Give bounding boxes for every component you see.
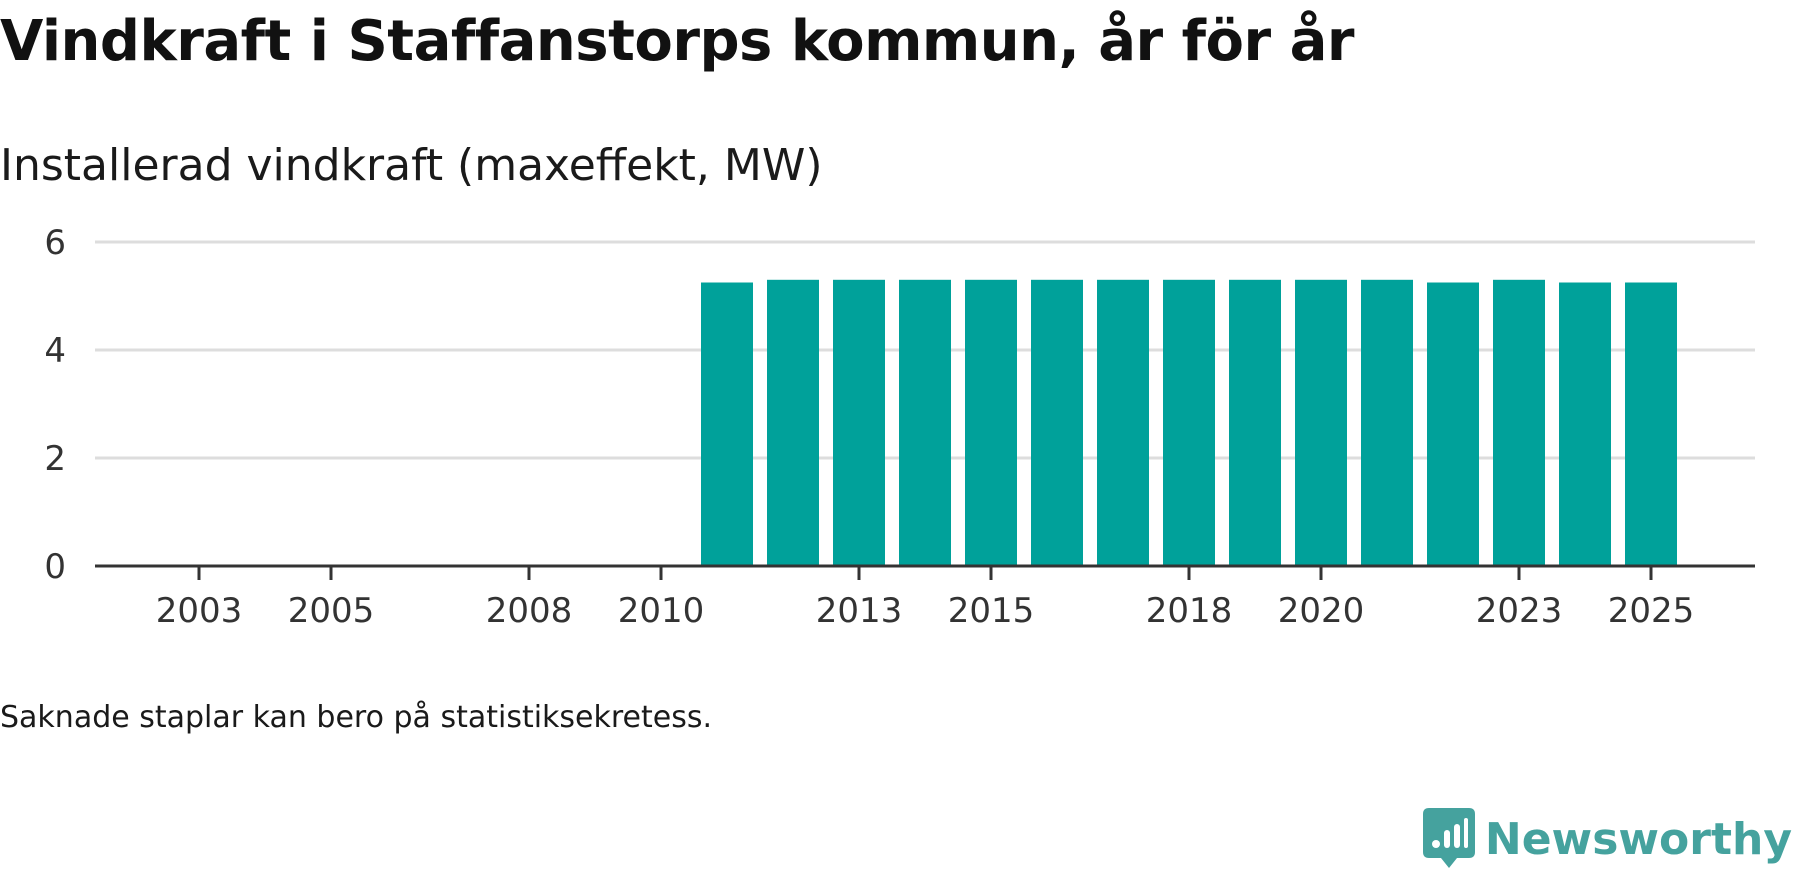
bar-2021 bbox=[1361, 279, 1413, 566]
y-tick-label: 0 bbox=[44, 547, 66, 587]
bar-2012 bbox=[767, 279, 819, 566]
newsworthy-logo-icon bbox=[1422, 808, 1475, 868]
bar-2017 bbox=[1097, 279, 1149, 566]
x-tick-label: 2010 bbox=[618, 591, 705, 631]
y-tick-label: 4 bbox=[44, 331, 66, 371]
y-tick-label: 6 bbox=[44, 223, 66, 263]
bar-chart: 0 2 4 6 2003 2005 2008 2010 2013 2015 2018 2020 202… bbox=[44, 223, 1755, 631]
bar-2013 bbox=[833, 279, 885, 566]
x-axis: 2003 2005 2008 2010 2013 2015 2018 2020 2023 2025 bbox=[95, 564, 1755, 631]
x-tick-label: 2003 bbox=[156, 591, 243, 631]
x-tick-label: 2008 bbox=[486, 591, 573, 631]
bar-2024 bbox=[1559, 282, 1611, 566]
newsworthy-logo-text: Newsworthy bbox=[1484, 813, 1792, 865]
x-tick-label: 2018 bbox=[1146, 591, 1233, 631]
y-tick-label: 2 bbox=[44, 439, 66, 479]
x-tick-label: 2020 bbox=[1278, 591, 1365, 631]
x-tick-label: 2005 bbox=[288, 591, 375, 631]
bar-2019 bbox=[1229, 279, 1281, 566]
bar-2011 bbox=[701, 282, 753, 566]
chart-title: Vindkraft i Staffanstorps kommun, år för… bbox=[0, 9, 1355, 74]
bar-2022 bbox=[1427, 282, 1479, 566]
x-tick-label: 2013 bbox=[816, 591, 903, 631]
x-tick-label: 2015 bbox=[948, 591, 1035, 631]
newsworthy-logo: Newsworthy bbox=[1422, 807, 1792, 871]
bar-2014 bbox=[899, 279, 951, 566]
bar-2015 bbox=[965, 279, 1017, 566]
y-axis-ticks: 0 2 4 6 bbox=[44, 223, 66, 587]
bar-2025 bbox=[1625, 282, 1677, 566]
x-tick-label: 2025 bbox=[1608, 591, 1695, 631]
bar-2016 bbox=[1031, 279, 1083, 566]
bar-2023 bbox=[1493, 279, 1545, 566]
x-tick-label: 2023 bbox=[1476, 591, 1563, 631]
footnote: Saknade staplar kan bero på statistiksek… bbox=[0, 700, 713, 735]
bars bbox=[701, 279, 1677, 566]
bar-2020 bbox=[1295, 279, 1347, 566]
bar-2018 bbox=[1163, 279, 1215, 566]
chart-subtitle: Installerad vindkraft (maxeffekt, MW) bbox=[0, 140, 823, 191]
